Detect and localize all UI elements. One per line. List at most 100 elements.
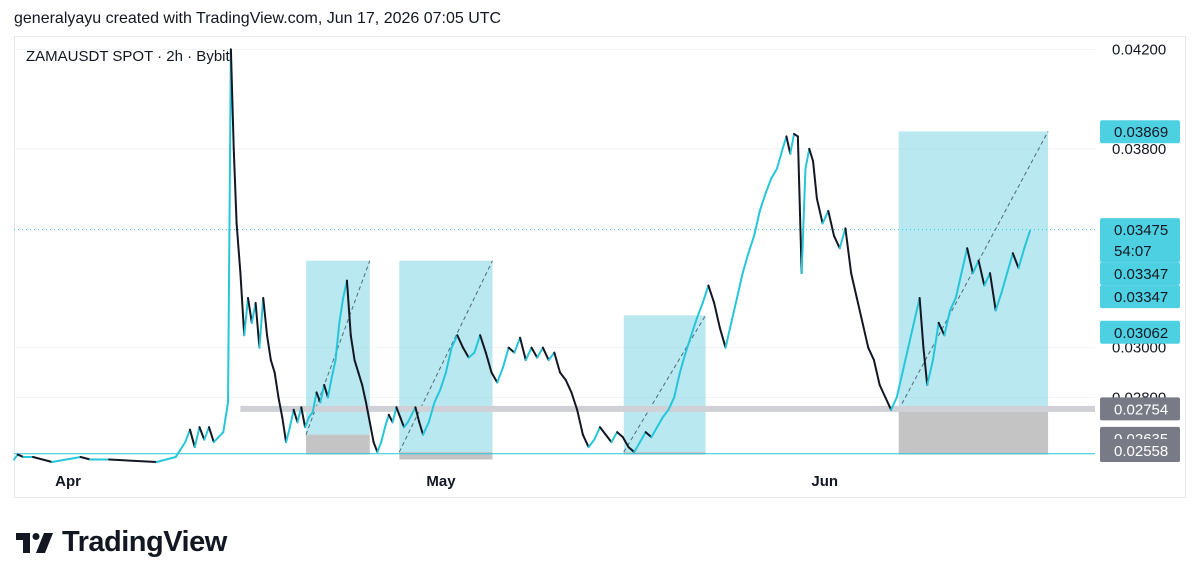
price-segment-0-20	[227, 48, 232, 404]
price-segment-0-91	[530, 346, 539, 359]
price-tag-label-1: 0.03475	[1114, 222, 1168, 239]
price-segment-0-31	[266, 334, 272, 362]
price-segment-0-43	[311, 391, 318, 414]
y-tick-label-1: 0.03800	[1112, 141, 1166, 158]
chart-area[interactable]	[14, 36, 1186, 498]
price-tag-bg-9	[1100, 439, 1180, 462]
long-position-path-1	[398, 260, 493, 453]
price-segment-0-80	[467, 351, 476, 359]
price-segment-0-163	[922, 346, 929, 386]
price-segment-0-6	[79, 456, 92, 461]
long-position-stop-zone-3	[898, 409, 1049, 455]
price-segment-0-152	[861, 321, 870, 349]
price-segment-0-52	[345, 279, 352, 337]
price-segment-0-165	[931, 321, 940, 362]
price-segment-0-65	[395, 406, 402, 419]
y-tick-label-2: 0.03000	[1112, 340, 1166, 357]
price-segment-0-158	[895, 371, 904, 399]
price-tag-bg-2	[1100, 262, 1180, 286]
price-segment-0-149	[844, 227, 853, 275]
price-segment-0-45	[319, 383, 326, 404]
price-segment-0-101	[587, 438, 596, 449]
price-segment-0-62	[383, 413, 390, 429]
price-tag-bg-3	[1100, 285, 1180, 309]
price-segment-0-16	[208, 426, 215, 444]
chart-credit: generalyayu created with TradingView.com…	[14, 10, 502, 27]
price-segment-0-126	[730, 296, 738, 324]
price-segment-0-172	[971, 259, 980, 275]
price-segment-0-159	[901, 346, 910, 374]
price-segment-0-53	[349, 334, 356, 362]
price-segment-0-173	[977, 259, 986, 287]
price-segment-0-153	[867, 346, 875, 362]
price-segment-0-68	[406, 413, 413, 424]
price-segment-0-77	[450, 334, 459, 349]
price-segment-0-85	[496, 366, 504, 384]
price-segment-0-164	[926, 359, 934, 386]
price-tag-countdown: 54:07	[1114, 243, 1152, 260]
price-segment-0-57	[364, 401, 371, 424]
price-segment-0-96	[559, 371, 567, 381]
price-segment-0-107	[621, 436, 630, 449]
price-segment-0-178	[1006, 252, 1014, 275]
price-segment-0-140	[800, 167, 807, 275]
price-segment-0-108	[627, 446, 636, 454]
price-segment-0-179	[1011, 252, 1020, 270]
price-segment-0-156	[884, 396, 893, 411]
price-segment-0-143	[812, 160, 818, 200]
price-tag-bg-4	[1100, 320, 1180, 344]
x-tick-label-2: Jun	[811, 473, 838, 490]
price-segment-0-169	[954, 272, 963, 299]
price-segment-0-97	[564, 378, 573, 394]
price-segment-0-105	[610, 431, 619, 444]
price-segment-0-110	[638, 431, 647, 444]
price-segment-0-17	[212, 436, 220, 444]
price-tag-bg-0	[1100, 120, 1180, 144]
price-segment-0-35	[281, 416, 288, 444]
price-segment-0-94	[547, 351, 556, 362]
price-segment-0-58	[368, 421, 375, 444]
price-segment-0-125	[724, 321, 733, 349]
price-segment-0-64	[391, 406, 398, 424]
price-segment-0-66	[399, 416, 406, 429]
price-tag-label-3: 0.03347	[1114, 289, 1168, 306]
price-segment-0-111	[644, 431, 653, 439]
price-segment-0-121	[701, 284, 710, 304]
price-segment-0-145	[821, 209, 830, 225]
price-segment-0-61	[380, 426, 386, 444]
price-segment-0-168	[949, 296, 957, 312]
price-segment-0-37	[288, 408, 295, 429]
price-segment-0-25	[243, 296, 250, 337]
price-tag-label-4: 0.03062	[1114, 325, 1168, 342]
price-segment-0-100	[581, 433, 590, 449]
price-segment-0-174	[983, 272, 992, 287]
price-segment-0-29	[258, 296, 265, 349]
price-segment-0-34	[277, 396, 284, 419]
price-segment-0-73	[427, 401, 436, 424]
price-segment-0-72	[422, 421, 430, 436]
price-segment-0-56	[361, 383, 367, 404]
price-segment-0-18	[217, 431, 225, 439]
price-segment-0-19	[222, 401, 230, 434]
price-segment-0-106	[616, 431, 624, 439]
price-segment-0-180	[1017, 247, 1026, 270]
price-segment-0-104	[604, 433, 613, 444]
price-segment-0-148	[838, 227, 847, 250]
price-segment-0-170	[960, 247, 969, 275]
price-segment-0-114	[661, 408, 670, 419]
price-segment-0-23	[235, 222, 242, 275]
price-segment-0-24	[239, 272, 246, 337]
price-segment-0-122	[707, 284, 716, 304]
price-segment-0-132	[764, 177, 773, 195]
price-tag-label-2: 0.03347	[1114, 266, 1168, 283]
long-position-stop-zone-1	[399, 452, 493, 460]
price-segment-0-116	[673, 371, 681, 399]
price-segment-0-177	[1000, 272, 1009, 294]
price-segment-0-11	[184, 428, 191, 444]
price-segment-0-83	[484, 351, 493, 374]
price-segment-0-21	[229, 48, 235, 150]
price-segment-0-113	[656, 416, 664, 429]
price-segment-0-88	[513, 336, 522, 354]
price-segment-0-28	[254, 301, 261, 349]
